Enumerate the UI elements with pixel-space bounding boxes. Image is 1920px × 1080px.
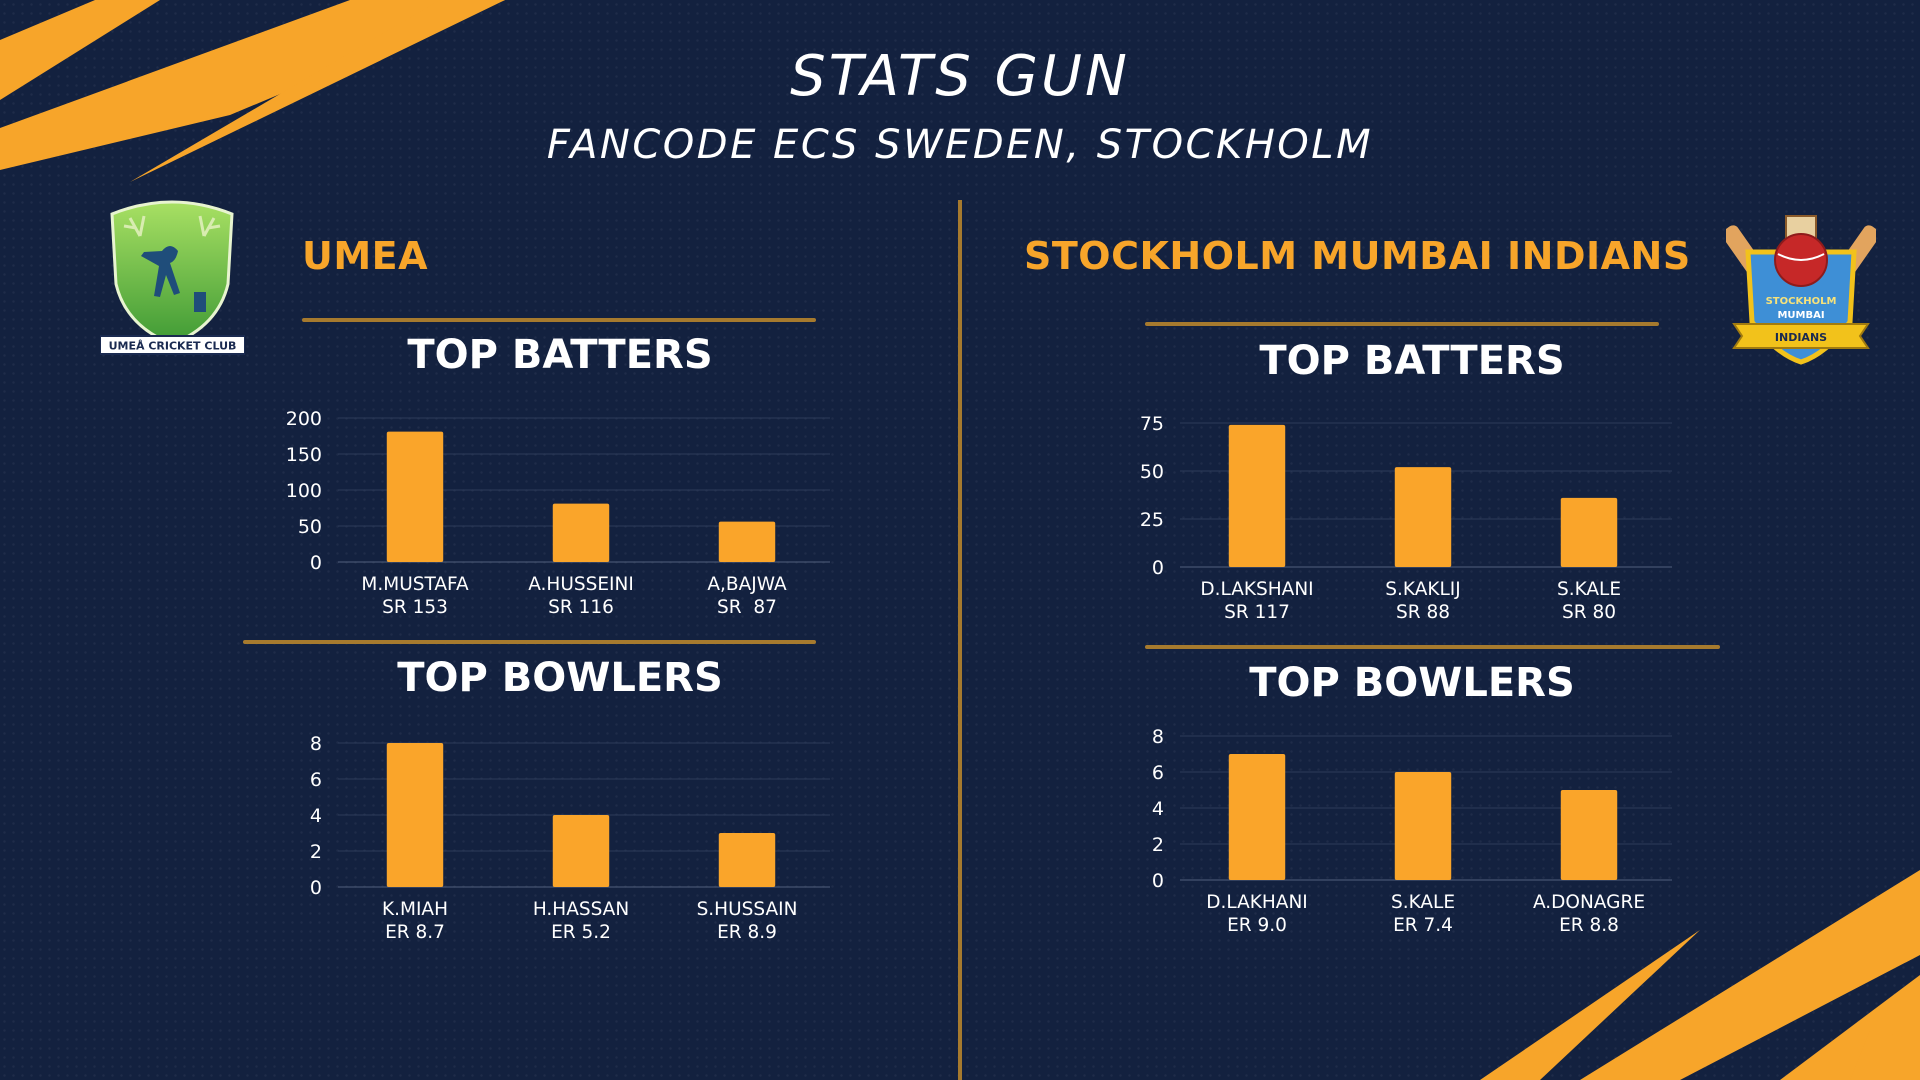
y-tick-label: 6 [1152,762,1164,784]
team-name-stockholm-mumbai-indians: STOCKHOLM MUMBAI INDIANS [1024,234,1691,278]
umea-antlers [123,215,221,237]
smi-crest-text-2: MUMBAI [1777,310,1824,321]
x-category-label: M.MUSTAFA [361,574,469,595]
smi-top-batters-title: TOP BATTERS [1259,338,1565,384]
x-category-label: S.KALE [1557,579,1621,600]
x-sublabel: ER 7.4 [1393,915,1453,936]
y-tick-label: 100 [286,480,322,502]
bar-h-hassan [552,815,610,887]
y-tick-label: 4 [1152,798,1164,820]
x-category-label: D.LAKHANI [1206,892,1308,913]
x-sublabel: SR 153 [382,597,448,618]
bar-m-mustafa [386,431,444,562]
center-divider [958,200,962,1080]
y-tick-label: 75 [1140,413,1164,435]
umea-top-bowlers-title: TOP BOWLERS [397,655,723,701]
bar-k-miah [386,743,444,887]
y-tick-label: 0 [1152,870,1164,892]
smi-batters-chart: 0 25 50 75 D.LAKSHANI SR 117 S.KAKLIJ SR 88 S.KA… [1122,405,1682,635]
y-tick-label: 0 [1152,557,1164,579]
x-sublabel: SR 116 [548,597,614,618]
y-tick-label: 0 [310,877,322,899]
y-tick-label: 25 [1140,509,1164,531]
streak-bottom-right-2 [1480,930,1700,1080]
y-tick-label: 8 [1152,726,1164,748]
bar-d-lakshani [1228,424,1286,567]
umea-cricket-club-crest-icon: UMEÅ CRICKET CLUB [100,200,245,355]
umea-top-batters-title: TOP BATTERS [407,332,713,378]
bar-s-kaklij [1394,467,1452,567]
smi-top-bowlers-title: TOP BOWLERS [1249,660,1575,706]
page-title: STATS GUN [790,44,1130,109]
umea-banner [100,335,245,355]
bar-a-husseini [552,503,610,562]
x-category-label: A.DONAGRE [1533,892,1645,913]
x-category-label: A.HUSSEINI [528,574,634,595]
y-tick-label: 2 [1152,834,1164,856]
x-category-label: K.MIAH [382,899,448,920]
y-tick-label: 50 [298,516,322,538]
x-sublabel: SR 117 [1224,602,1290,623]
smi-crest-text-1: STOCKHOLM [1766,296,1837,307]
x-sublabel: ER 5.2 [551,922,611,943]
stockholm-mumbai-indians-crest-icon: STOCKHOLM MUMBAI INDIANS [1726,215,1876,365]
umea-divider-mid [243,640,816,644]
bar-s-hussain [718,833,776,887]
y-tick-label: 200 [286,408,322,430]
page-subtitle: FANCODE ECS SWEDEN, STOCKHOLM [546,122,1374,168]
bar-d-lakhani [1228,754,1286,880]
x-category-label: S.HUSSAIN [697,899,798,920]
x-sublabel: ER 8.9 [717,922,777,943]
x-sublabel: SR 88 [1396,602,1450,623]
x-sublabel: SR 87 [717,597,777,618]
y-tick-label: 2 [310,841,322,863]
smi-bowlers-chart: 0 2 4 6 8 D.LAKHANI ER 9.0 S.KALE ER 7.4 A.DONAGR… [1122,718,1682,948]
y-tick-label: 8 [310,733,322,755]
team-name-umea: UMEA [302,234,429,278]
smi-divider-mid [1145,645,1720,649]
umea-divider-top [302,318,816,322]
y-tick-label: 4 [310,805,322,827]
y-tick-label: 0 [310,552,322,574]
smi-ball-seam [1777,253,1825,261]
smi-ribbon [1732,323,1870,349]
umea-batters-chart: 0 50 100 150 200 M.MUSTAFA SR 153 A.HUSSEINI SR … [280,400,840,630]
umea-batter-silhouette [141,246,180,297]
umea-bowlers-chart: 0 2 4 6 8 K.MIAH ER 8.7 H.HASSAN ER 5.2 S.HUSSAIN… [280,725,840,955]
streak-bottom-right-3 [1780,975,1920,1080]
bar-s-kale [1394,772,1452,880]
y-tick-label: 150 [286,444,322,466]
x-sublabel: ER 9.0 [1227,915,1287,936]
bar-a-donagre [1560,790,1618,880]
umea-banner-text: UMEÅ CRICKET CLUB [109,340,237,353]
smi-ribbon-text: INDIANS [1775,331,1827,344]
x-category-label: D.LAKSHANI [1200,579,1313,600]
x-sublabel: ER 8.8 [1559,915,1619,936]
x-category-label: S.KAKLIJ [1385,579,1460,600]
x-sublabel: ER 8.7 [385,922,445,943]
smi-divider-top [1145,322,1659,326]
y-tick-label: 6 [310,769,322,791]
x-category-label: H.HASSAN [533,899,629,920]
y-tick-label: 50 [1140,461,1164,483]
x-category-label: A,BAJWA [707,574,787,595]
umea-stumps [194,292,206,312]
x-category-label: S.KALE [1391,892,1455,913]
x-sublabel: SR 80 [1562,602,1616,623]
bar-a-bajwa [718,521,776,562]
streak-bottom-right-4 [1850,1030,1920,1080]
bar-s-kale [1560,497,1618,567]
